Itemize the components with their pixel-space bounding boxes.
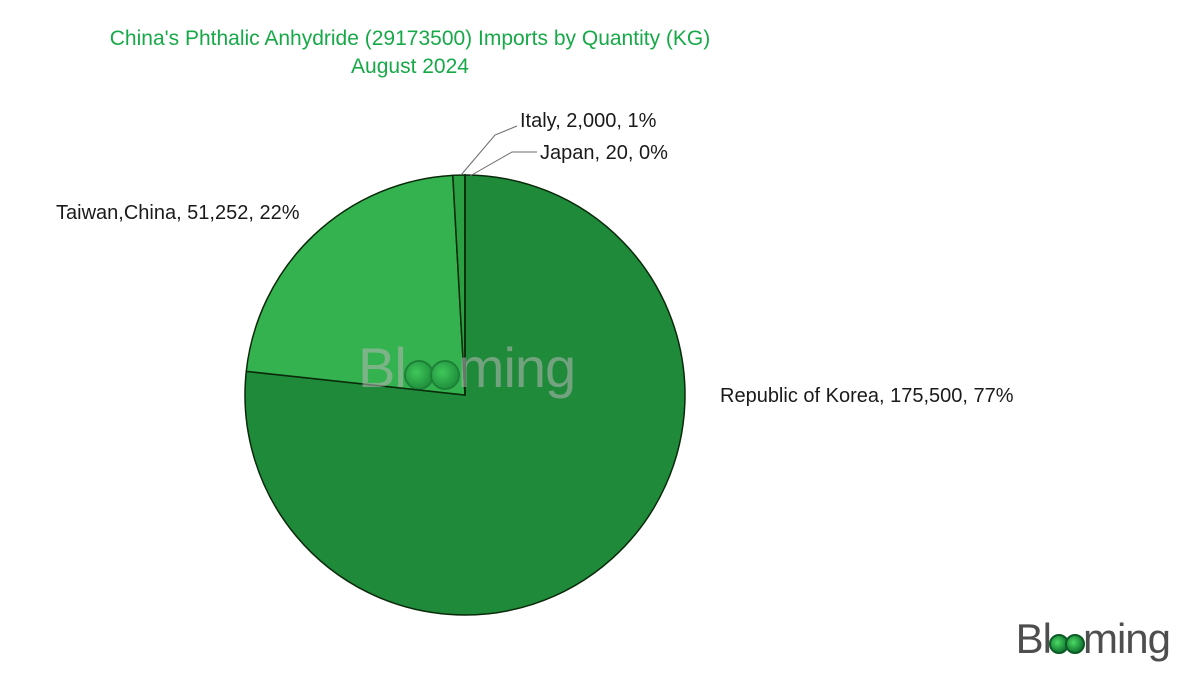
pie-svg [0, 100, 1200, 620]
watermark-corner-suffix: ming [1083, 615, 1170, 662]
label-korea: Republic of Korea, 175,500, 77% [720, 385, 1014, 408]
leader-line [470, 152, 537, 176]
title-line-2: August 2024 [90, 53, 730, 81]
title-line-1: China's Phthalic Anhydride (29173500) Im… [90, 25, 730, 53]
label-taiwan: Taiwan,China, 51,252, 22% [56, 202, 300, 225]
label-italy: Italy, 2,000, 1% [520, 110, 656, 133]
watermark-corner: Blming [1016, 615, 1170, 663]
label-japan: Japan, 20, 0% [540, 142, 668, 165]
pie-chart: Blming Republic of Korea, 175,500, 77% T… [0, 100, 1200, 620]
watermark-corner-prefix: Bl [1016, 615, 1051, 662]
logo-dot-corner-2 [1065, 634, 1085, 654]
leader-line [461, 126, 517, 175]
chart-title: China's Phthalic Anhydride (29173500) Im… [90, 25, 730, 82]
